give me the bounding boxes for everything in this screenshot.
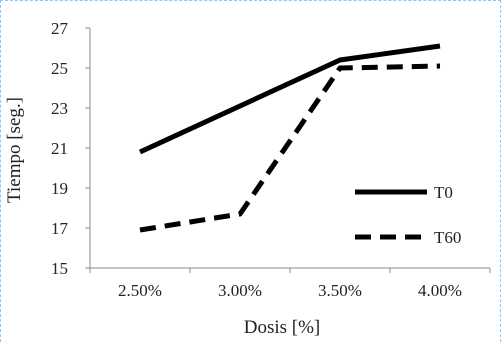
- x-tick-labels: 2.50% 3.00% 3.50% 4.00%: [118, 281, 462, 300]
- legend-label-t0: T0: [434, 183, 453, 202]
- legend-label-t60: T60: [434, 228, 461, 247]
- axes: [85, 27, 491, 273]
- x-tick-label: 3.50%: [318, 281, 362, 300]
- x-tick-label: 3.00%: [218, 281, 262, 300]
- y-tick-label: 17: [51, 219, 69, 238]
- y-tick-labels: 15 17 19 21 23 25 27: [51, 19, 69, 278]
- x-tick-label: 2.50%: [118, 281, 162, 300]
- y-tick-label: 15: [51, 259, 68, 278]
- y-tick-label: 21: [51, 139, 68, 158]
- y-tick-label: 27: [51, 19, 69, 38]
- series-lines: [138, 43, 441, 233]
- x-axis-title: Dosis [%]: [244, 317, 321, 338]
- y-tick-label: 23: [51, 99, 68, 118]
- y-tick-label: 25: [51, 59, 68, 78]
- legend: T0 T60: [355, 183, 461, 247]
- y-tick-label: 19: [51, 179, 68, 198]
- series-line-t60: [139, 63, 441, 233]
- x-tick-label: 4.00%: [418, 281, 462, 300]
- series-line-t0: [138, 43, 441, 155]
- y-axis-title: Tiempo [seg.]: [4, 97, 25, 203]
